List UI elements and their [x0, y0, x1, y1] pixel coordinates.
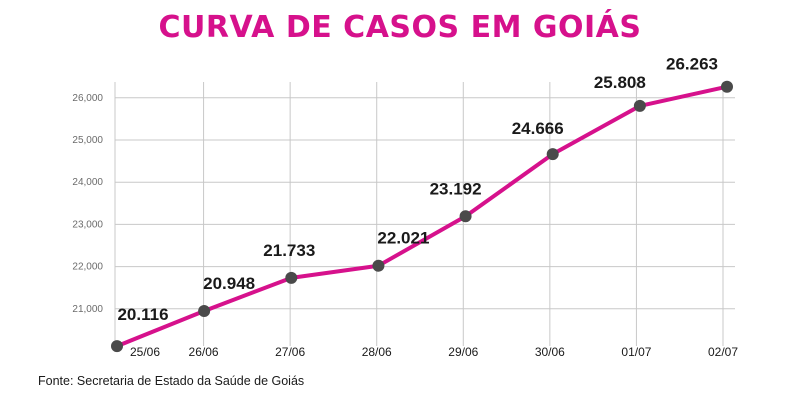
data-point	[546, 148, 559, 161]
x-tick-label: 01/07	[621, 345, 651, 359]
data-label: 25.808	[594, 73, 646, 92]
x-tick-label: 30/06	[535, 345, 565, 359]
data-label: 23.192	[430, 179, 482, 198]
y-tick-label: 24,000	[72, 177, 103, 188]
x-tick-label: 29/06	[448, 345, 478, 359]
x-tick-label: 28/06	[362, 345, 392, 359]
data-label: 20.948	[203, 274, 255, 293]
data-point	[372, 259, 385, 272]
y-tick-label: 21,000	[72, 304, 103, 315]
data-label: 24.666	[512, 119, 564, 138]
data-points	[111, 80, 733, 353]
data-point	[285, 271, 298, 284]
y-tick-label: 22,000	[72, 262, 103, 273]
x-tick-label: 26/06	[189, 345, 219, 359]
x-axis-ticks: 25/06 26/06 27/06 28/06 29/06 30/06 01/07 02/07	[130, 345, 738, 359]
x-tick-label: 02/07	[708, 345, 738, 359]
data-point	[721, 80, 733, 93]
chart-title: CURVA DE CASOS EM GOIÁS	[158, 10, 642, 45]
series-line-path	[115, 84, 729, 349]
data-label: 21.733	[263, 241, 315, 260]
source-note: Fonte: Secretaria de Estado da Saúde de …	[38, 374, 305, 388]
y-tick-label: 25,000	[72, 135, 103, 146]
data-label: 26.263	[666, 55, 718, 74]
data-point	[111, 340, 123, 353]
y-tick-label: 23,000	[72, 219, 103, 230]
x-tick-label: 25/06	[130, 345, 160, 359]
data-point	[198, 304, 211, 317]
y-tick-label: 26,000	[72, 93, 103, 104]
y-axis-ticks: 21,000 22,000 23,000 24,000 25,000 26,000	[72, 93, 103, 315]
data-label: 20.116	[117, 305, 168, 324]
x-tick-label: 27/06	[275, 345, 305, 359]
data-point	[459, 210, 472, 223]
data-label: 22.021	[377, 229, 429, 248]
series-line	[115, 84, 729, 349]
data-labels: 20.116 20.948 21.733 22.021 23.192 24.666 25.8…	[117, 55, 718, 324]
data-point	[633, 99, 646, 112]
